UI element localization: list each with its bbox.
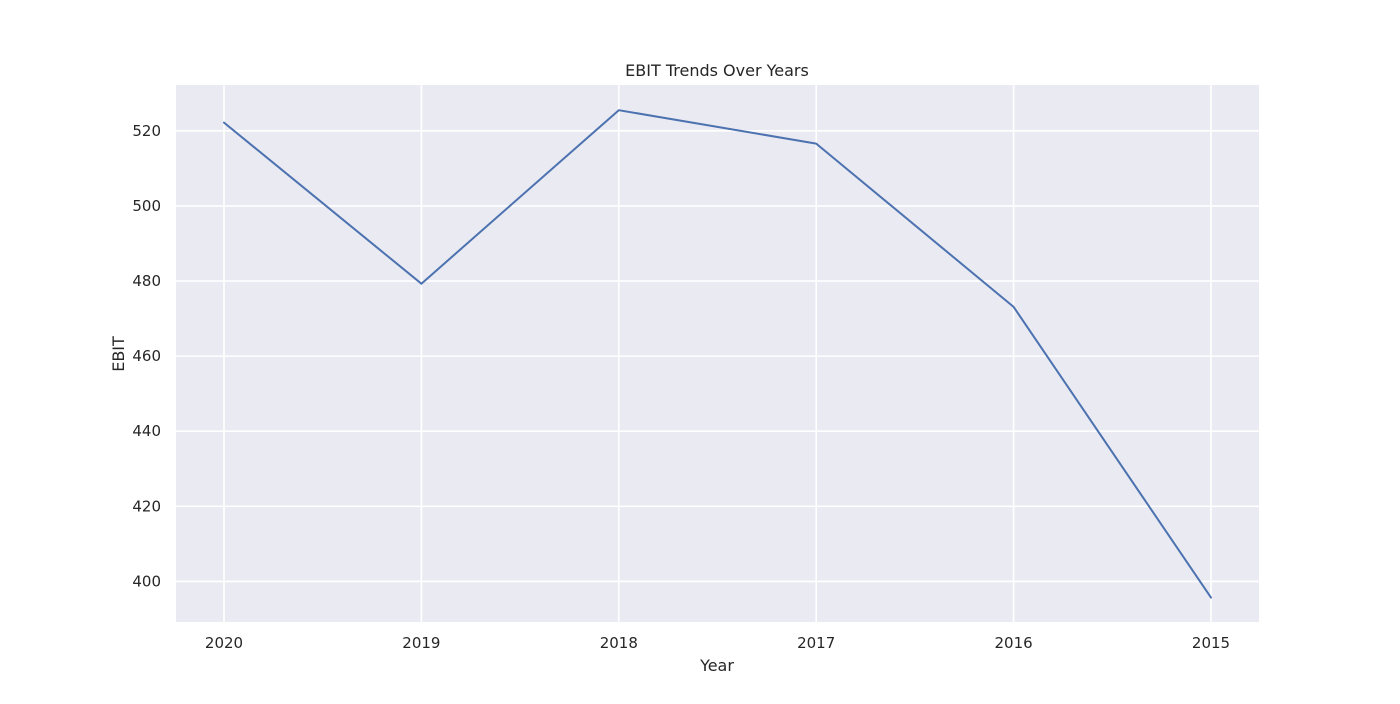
y-tick-label: 420 [132,497,161,515]
y-tick-label: 500 [132,197,161,215]
data-point [420,283,422,285]
y-tick-label: 520 [132,122,161,140]
x-tick-label: 2017 [797,634,835,652]
y-tick-label: 460 [132,347,161,365]
series-layer [223,109,1212,599]
y-axis-ticks: 400 420 440 460 480 500 520 [132,122,161,591]
data-point [223,122,225,124]
y-tick-label: 400 [132,572,161,590]
grid [176,85,1259,622]
y-axis-title: EBIT [109,336,128,372]
x-tick-label: 2019 [402,634,440,652]
data-point [815,143,817,145]
plot-area [176,85,1259,622]
x-tick-label: 2015 [1192,634,1230,652]
data-point [1210,597,1212,599]
y-tick-label: 480 [132,272,161,290]
x-tick-label: 2016 [995,634,1033,652]
x-axis-title: Year [699,656,734,675]
data-point [1013,306,1015,308]
y-tick-label: 440 [132,422,161,440]
data-point [618,109,620,111]
x-axis-ticks: 2020 2019 2018 2017 2016 2015 [205,634,1230,652]
x-tick-label: 2020 [205,634,243,652]
x-tick-label: 2018 [600,634,638,652]
chart-title: EBIT Trends Over Years [625,61,809,80]
series-line [223,109,1212,599]
